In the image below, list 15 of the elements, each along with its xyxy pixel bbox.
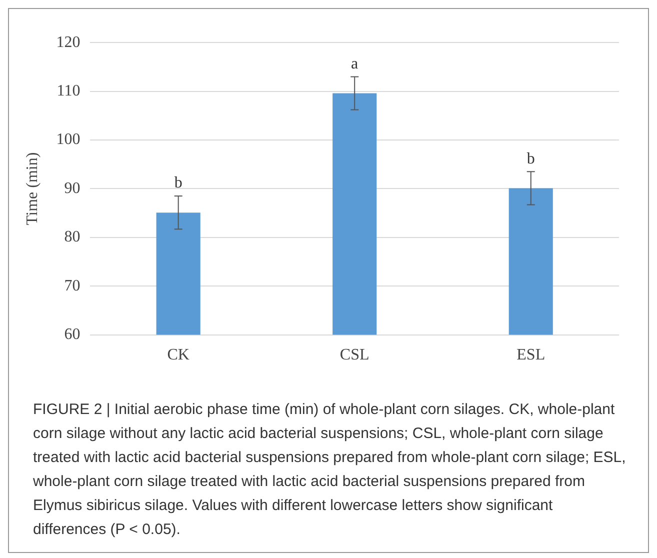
annotation: b xyxy=(526,150,535,168)
caption: FIGURE 2 | Initial aerobic phase time (min) of whole-plant corn silages. CK, whole-plant corn silage without any lactic acid bacterial suspensions; CSL, whole-plant corn silage treated with lactic acid bacterial suspensions prepared from whole-plant corn silage; ESL, whole-plant corn silage treated with lactic acid bacterial suspensions prepared from Elymus sibiricus silage. Values with different lowercase letters show significant differences (P < 0.05). xyxy=(9,368,648,552)
y-axis-title: Time (min) xyxy=(24,152,41,226)
y-tick-label: 80 xyxy=(64,228,80,246)
y-tick-label: 120 xyxy=(56,34,80,51)
y-tick-label: 100 xyxy=(56,131,80,148)
annotation: a xyxy=(351,55,358,72)
annotation: b xyxy=(174,174,182,192)
y-tick-label: 110 xyxy=(56,82,80,100)
y-tick-label: 90 xyxy=(64,180,80,197)
x-tick-label: CK xyxy=(167,346,190,364)
y-tick-label: 60 xyxy=(64,326,80,344)
y-tick-label: 70 xyxy=(64,277,80,294)
x-tick-label: ESL xyxy=(516,346,546,364)
x-tick-label: CSL xyxy=(340,346,370,364)
